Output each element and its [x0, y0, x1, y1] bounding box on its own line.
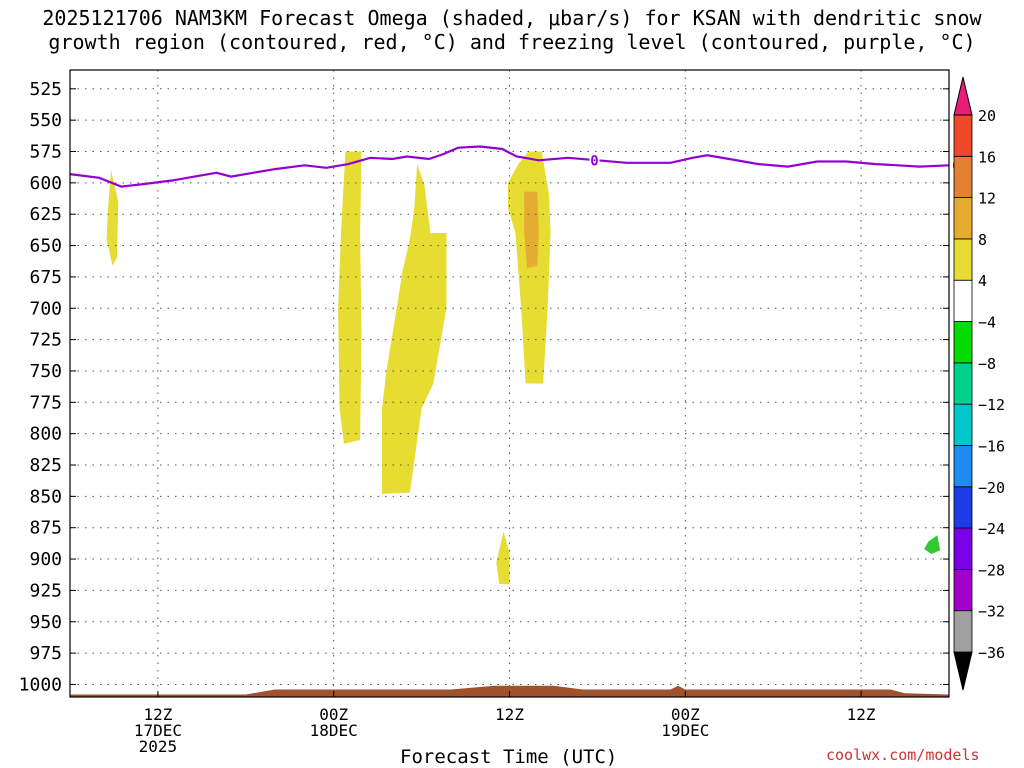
y-axis-ticks: 525 550 575 600 625 650 675 700 725 750 775 800 825 8… — [19, 79, 949, 695]
colorbar-label-13: −36 — [978, 644, 1005, 662]
y-tick-label-825: 825 — [29, 455, 62, 476]
omega-region-1 — [338, 151, 362, 444]
colorbar-top-triangle — [953, 76, 973, 116]
colorbar-label-10: −24 — [978, 520, 1005, 538]
colorbar-segment-7 — [953, 362, 973, 405]
y-tick-label-1000: 1000 — [19, 674, 62, 695]
colorbar-segment-9 — [953, 279, 973, 322]
colorbar-segment-2 — [953, 568, 973, 612]
y-tick-label-700: 700 — [29, 298, 62, 319]
y-tick-label-525: 525 — [29, 79, 62, 100]
x-tick-label-2-0: 12Z — [495, 705, 524, 724]
y-tick-label-975: 975 — [29, 643, 62, 664]
colorbar-label-12: −32 — [978, 603, 1005, 621]
omega-region-6 — [924, 535, 941, 554]
omega-shaded-regions — [106, 151, 941, 585]
y-tick-label-775: 775 — [29, 392, 62, 413]
x-tick-label-4-0: 12Z — [847, 705, 876, 724]
y-tick-label-575: 575 — [29, 142, 62, 163]
colorbar-segment-4 — [953, 486, 973, 529]
y-tick-label-600: 600 — [29, 173, 62, 194]
omega-region-0 — [106, 170, 119, 266]
colorbar-segment-13 — [953, 114, 973, 157]
y-tick-label-625: 625 — [29, 204, 62, 225]
x-tick-label-0-0: 12Z — [143, 705, 172, 724]
y-tick-label-950: 950 — [29, 612, 62, 633]
colorbar-segment-11 — [953, 197, 973, 240]
colorbar-label-5: −4 — [978, 314, 996, 332]
x-axis-label: Forecast Time (UTC) — [400, 746, 618, 768]
colorbar-label-6: −8 — [978, 355, 996, 373]
colorbar-segment-5 — [953, 445, 973, 488]
omega-region-2 — [382, 164, 447, 494]
colorbar-label-8: −16 — [978, 437, 1005, 455]
freezing-level-label-0: 0 — [590, 153, 598, 169]
colorbar-segment-6 — [953, 403, 973, 446]
y-tick-label-800: 800 — [29, 424, 62, 445]
credit-link[interactable]: coolwx.com/models — [826, 746, 980, 764]
colorbar-bottom-triangle — [953, 651, 973, 691]
x-tick-label-3-0: 00Z — [671, 705, 700, 724]
colorbar-label-11: −28 — [978, 561, 1005, 579]
colorbar-label-7: −12 — [978, 396, 1005, 414]
colorbar-segment-8 — [953, 321, 973, 364]
colorbar-label-1: 16 — [978, 148, 996, 166]
colorbar-label-3: 8 — [978, 231, 987, 249]
y-tick-label-850: 850 — [29, 486, 62, 507]
y-tick-label-875: 875 — [29, 518, 62, 539]
colorbar-segment-1 — [953, 610, 973, 653]
colorbar-label-4: 4 — [978, 272, 987, 290]
y-tick-label-550: 550 — [29, 110, 62, 131]
colorbar-label-9: −20 — [978, 479, 1005, 497]
y-tick-label-650: 650 — [29, 236, 62, 257]
grid-lines — [70, 70, 949, 697]
x-tick-label-3-1: 19DEC — [661, 721, 709, 740]
y-tick-label-750: 750 — [29, 361, 62, 382]
omega-region-5 — [496, 531, 510, 585]
colorbar-label-2: 12 — [978, 190, 996, 208]
omega-region-4 — [524, 191, 539, 269]
x-tick-label-0-1: 17DEC — [134, 721, 182, 740]
colorbar-segment-3 — [953, 527, 973, 570]
x-tick-label-0-2: 2025 — [139, 737, 178, 756]
y-tick-label-925: 925 — [29, 580, 62, 601]
y-tick-label-675: 675 — [29, 267, 62, 288]
x-tick-label-1-0: 00Z — [319, 705, 348, 724]
freezing-label-bg-0 — [589, 152, 600, 168]
colorbar-label-0: 20 — [978, 107, 996, 125]
x-tick-label-1-1: 18DEC — [310, 721, 358, 740]
y-tick-label-725: 725 — [29, 330, 62, 351]
colorbar-segment-12 — [953, 155, 973, 199]
title-line-1: 2025121706 NAM3KM Forecast Omega (shaded… — [42, 6, 982, 30]
chart-title: 2025121706 NAM3KM Forecast Omega (shaded… — [0, 6, 1024, 54]
colorbar: 20 16 12 8 4 −4 −8 −12 −16 −20 −24 −28 −32 −36 — [953, 76, 1005, 691]
freezing-level-line — [69, 145, 950, 188]
y-tick-label-900: 900 — [29, 549, 62, 570]
colorbar-segment-10 — [953, 238, 973, 281]
title-line-2: growth region (contoured, red, °C) and f… — [48, 30, 976, 54]
